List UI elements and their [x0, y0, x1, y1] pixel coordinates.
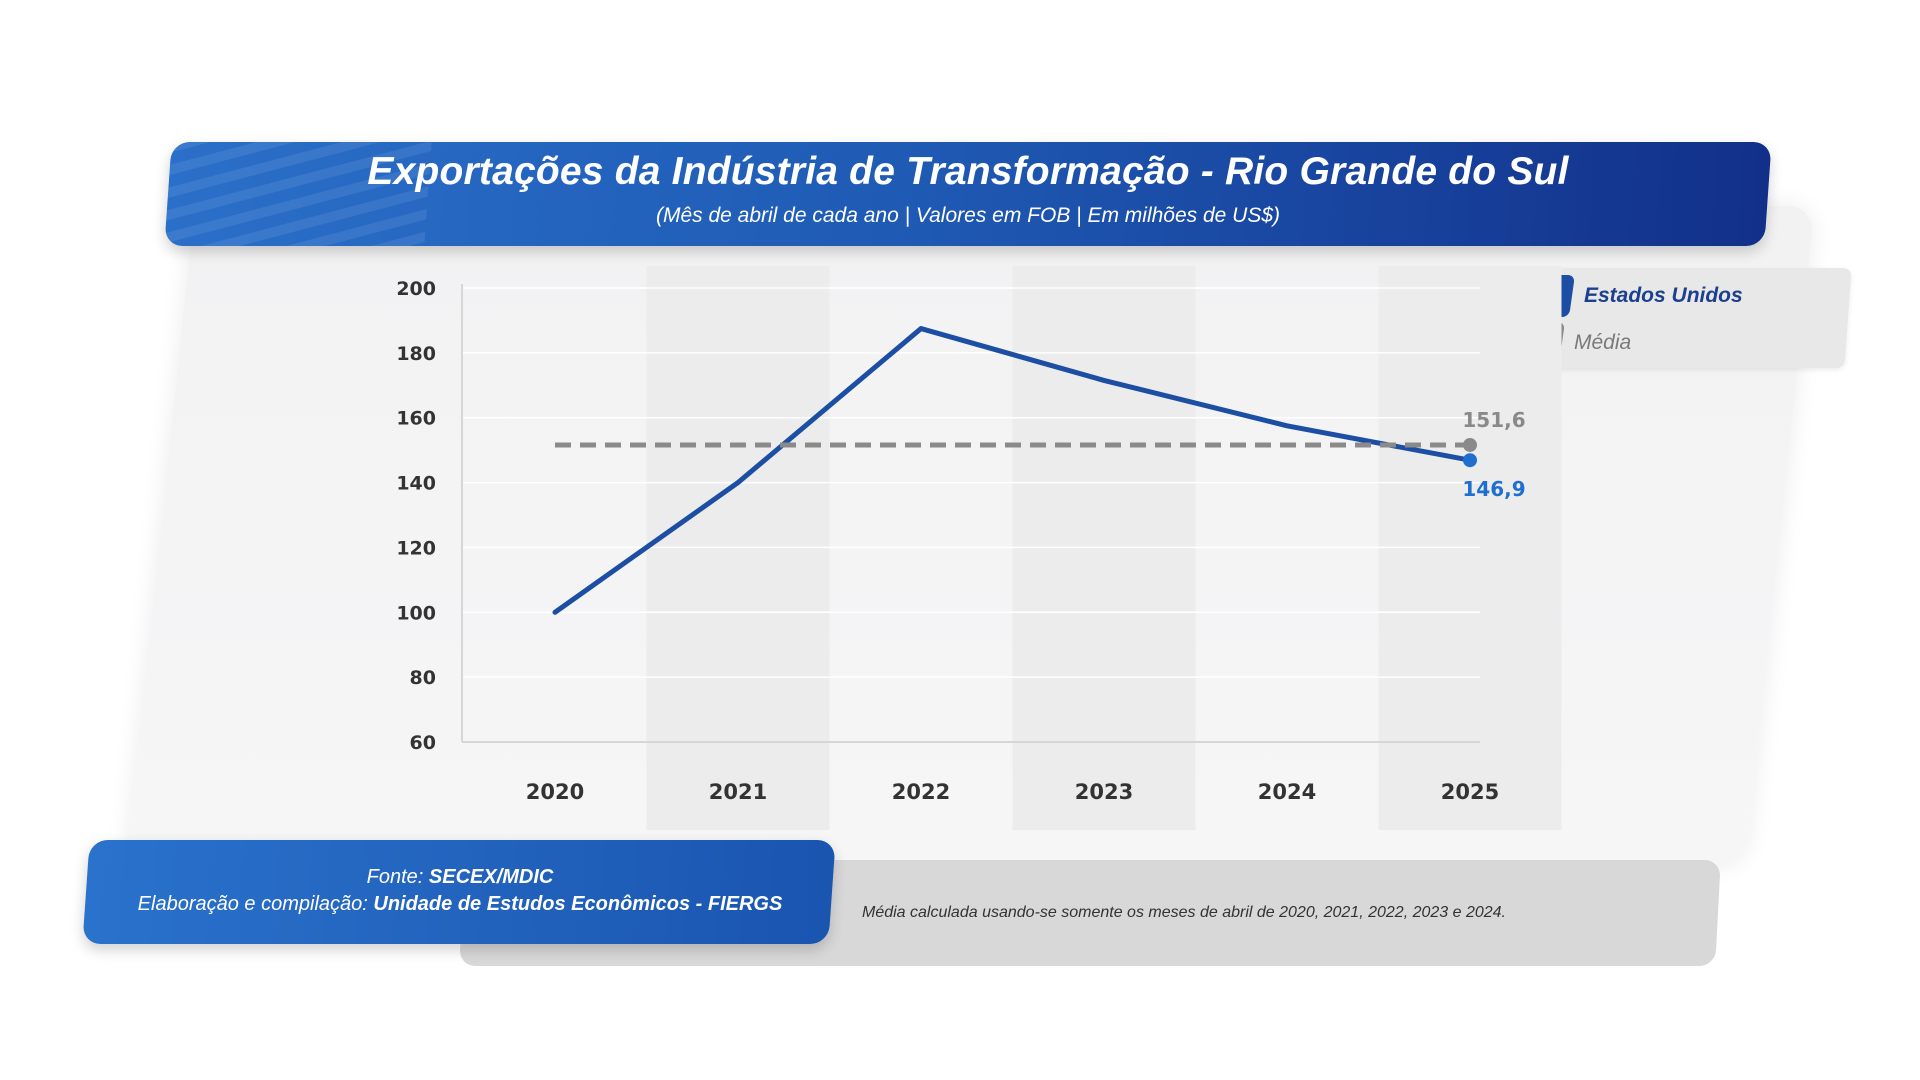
y-tick-label: 200 — [396, 278, 436, 300]
y-tick-label: 60 — [410, 732, 436, 754]
x-tick-label: 2020 — [526, 780, 584, 804]
data-label-estados-unidos: 146,9 — [1462, 477, 1525, 501]
x-tick-label: 2023 — [1075, 780, 1133, 804]
legend-label-media: Média — [1574, 331, 1632, 354]
x-tick-label: 2022 — [892, 780, 950, 804]
footnote: Média calculada usando-se somente os mes… — [862, 904, 1506, 921]
compilation-prefix: Elaboração e compilação: — [137, 893, 374, 915]
series-line-estados-unidos — [552, 326, 1473, 615]
source-prefix: Fonte: — [366, 866, 429, 888]
chart-subtitle: (Mês de abril de cada ano | Valores em F… — [655, 204, 1281, 227]
x-axis-ticks: 2020 2021 2022 2023 2024 2025 — [526, 780, 1499, 804]
legend-label-estados-unidos: Estados Unidos — [1584, 284, 1743, 307]
y-axis-ticks: 60 80 100 120 140 160 180 200 — [396, 278, 436, 754]
source-value: SECEX/MDIC — [428, 866, 554, 888]
y-tick-label: 140 — [396, 473, 436, 495]
y-tick-label: 120 — [396, 537, 436, 559]
y-tick-label: 100 — [396, 602, 436, 624]
compilation-line: Elaboração e compilação: Unidade de Estu… — [90, 893, 830, 916]
series-point-estados-unidos-2025 — [1463, 453, 1477, 468]
x-tick-label: 2024 — [1258, 780, 1316, 804]
source-line: Fonte: SECEX/MDIC — [90, 866, 830, 889]
data-label-media: 151,6 — [1462, 408, 1525, 432]
chart-title: Exportações da Indústria de Transformaçã… — [367, 150, 1569, 193]
series-layer — [552, 326, 1477, 615]
source-band — [82, 840, 836, 944]
x-tick-label: 2025 — [1441, 780, 1499, 804]
y-tick-label: 80 — [410, 667, 436, 689]
y-tick-label: 160 — [396, 408, 436, 430]
y-tick-label: 180 — [396, 343, 436, 365]
x-tick-label: 2021 — [709, 780, 767, 804]
axes — [461, 284, 1480, 743]
series-point-media-2025 — [1463, 437, 1477, 452]
gridlines — [462, 287, 1480, 743]
compilation-value: Unidade de Estudos Econômicos - FIERGS — [373, 893, 783, 915]
data-labels: 151,6 146,9 — [1462, 408, 1525, 501]
